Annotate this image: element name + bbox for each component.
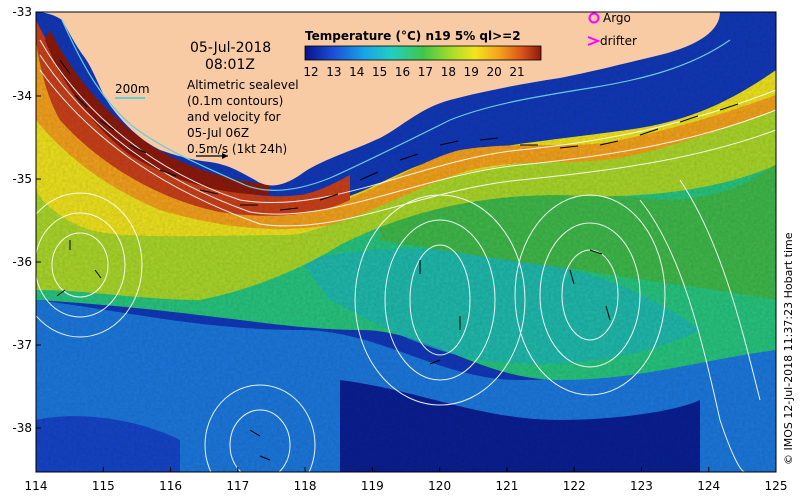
colorbar-tick-label: 20 [486, 65, 501, 79]
colorbar [304, 45, 542, 61]
lat-tick-label: -37 [12, 338, 32, 352]
imos-credit: © IMOS 12-Jul-2018 11:37:23 Hobart time [782, 232, 795, 465]
sea-level-contours [36, 39, 776, 472]
map-date: 05-Jul-2018 [190, 40, 271, 56]
argo-marker-icon [588, 12, 600, 24]
longitude-axis: 114 115 116 117 118 119 120 121 122 123 124 125 [25, 467, 788, 493]
altimetry-line-5: 0.5m/s (1kt 24h) [187, 142, 287, 156]
latitude-axis: -33 -34 -35 -36 -37 -38 [12, 5, 41, 435]
lon-tick-label: 124 [697, 479, 720, 493]
colorbar-tick-label: 18 [441, 65, 456, 79]
lon-tick-label: 117 [226, 479, 249, 493]
altimetry-line-3: and velocity for [187, 110, 281, 124]
velocity-arrows [56, 59, 739, 461]
altimetry-line-4: 05-Jul 06Z [187, 126, 249, 140]
lon-tick-label: 125 [765, 479, 788, 493]
lat-tick-label: -33 [12, 5, 32, 19]
colorbar-tick-label: 12 [303, 65, 318, 79]
colorbar-tick-label: 13 [326, 65, 341, 79]
lon-tick-label: 114 [25, 479, 48, 493]
colorbar-tick-label: 14 [349, 65, 364, 79]
colorbar-tick-label: 19 [464, 65, 479, 79]
drifter-marker-icon [587, 36, 601, 46]
lon-tick-label: 122 [563, 479, 586, 493]
altimetry-line-2: (0.1m contours) [187, 94, 283, 108]
colorbar-title: Temperature (°C) n19 5% ql>=2 [305, 29, 521, 43]
sea-surface-temperature-field [36, 12, 776, 472]
drifter-legend-label: drifter [600, 34, 637, 48]
lon-tick-label: 118 [294, 479, 317, 493]
colorbar-tick-label: 17 [418, 65, 433, 79]
colorbar-ticks: 12 13 14 15 16 17 18 19 20 21 [303, 65, 524, 79]
lat-tick-label: -35 [12, 172, 32, 186]
lon-tick-label: 115 [92, 479, 115, 493]
lon-tick-label: 120 [428, 479, 451, 493]
colorbar-tick-label: 21 [509, 65, 524, 79]
isobath-scale-label: 200m [115, 82, 150, 96]
lon-tick-label: 116 [159, 479, 182, 493]
lat-tick-label: -36 [12, 255, 32, 269]
map-time: 08:01Z [205, 57, 255, 73]
lat-tick-label: -38 [12, 421, 32, 435]
lat-tick-label: -34 [12, 89, 32, 103]
colorbar-tick-label: 15 [372, 65, 387, 79]
lon-tick-label: 121 [495, 479, 518, 493]
lon-tick-label: 119 [361, 479, 384, 493]
altimetry-line-1: Altimetric sealevel [187, 78, 299, 92]
colorbar-tick-label: 16 [395, 65, 410, 79]
plot-frame [35, 11, 777, 473]
lon-tick-label: 123 [630, 479, 653, 493]
argo-legend-label: Argo [603, 11, 631, 25]
velocity-scale-arrow-icon [196, 153, 228, 159]
